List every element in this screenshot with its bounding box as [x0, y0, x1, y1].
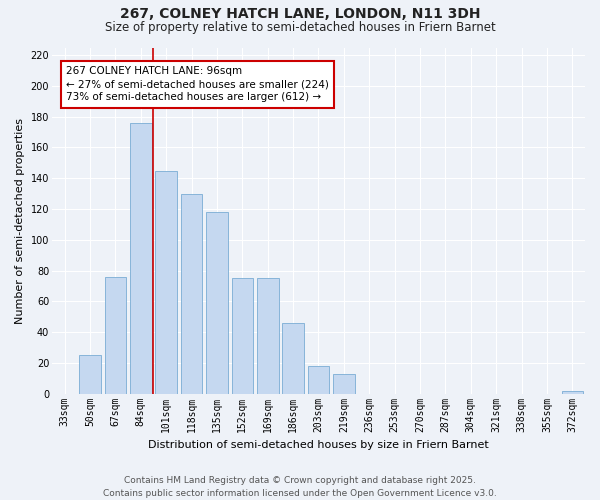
Bar — [104, 276, 126, 394]
Bar — [79, 355, 101, 394]
Bar — [333, 374, 355, 394]
Bar — [181, 194, 202, 394]
X-axis label: Distribution of semi-detached houses by size in Friern Barnet: Distribution of semi-detached houses by … — [148, 440, 489, 450]
Y-axis label: Number of semi-detached properties: Number of semi-detached properties — [15, 118, 25, 324]
Text: 267, COLNEY HATCH LANE, LONDON, N11 3DH: 267, COLNEY HATCH LANE, LONDON, N11 3DH — [120, 8, 480, 22]
Bar — [232, 278, 253, 394]
Bar — [308, 366, 329, 394]
Bar — [283, 323, 304, 394]
Text: Contains HM Land Registry data © Crown copyright and database right 2025.
Contai: Contains HM Land Registry data © Crown c… — [103, 476, 497, 498]
Text: 267 COLNEY HATCH LANE: 96sqm
← 27% of semi-detached houses are smaller (224)
73%: 267 COLNEY HATCH LANE: 96sqm ← 27% of se… — [66, 66, 329, 102]
Bar — [257, 278, 278, 394]
Bar — [130, 123, 152, 394]
Bar — [155, 170, 177, 394]
Bar — [562, 390, 583, 394]
Bar — [206, 212, 228, 394]
Text: Size of property relative to semi-detached houses in Friern Barnet: Size of property relative to semi-detach… — [104, 21, 496, 34]
